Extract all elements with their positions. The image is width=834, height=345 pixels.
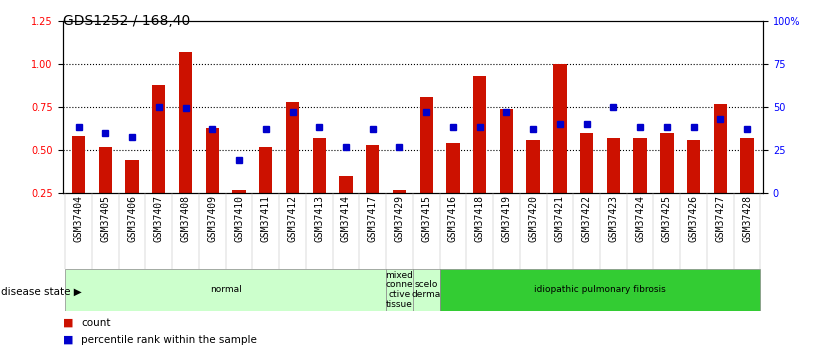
Text: GSM37418: GSM37418 (475, 196, 485, 243)
Text: GSM37415: GSM37415 (421, 196, 431, 243)
Bar (526, 140, 540, 193)
Text: GSM37408: GSM37408 (180, 196, 190, 243)
Bar (420, 97, 433, 193)
Text: GSM37412: GSM37412 (288, 196, 298, 243)
Text: GSM37416: GSM37416 (448, 196, 458, 243)
Bar (580, 133, 593, 193)
Text: percentile rank within the sample: percentile rank within the sample (81, 335, 257, 345)
Bar (606, 138, 620, 193)
Text: GSM37411: GSM37411 (261, 196, 271, 243)
Bar (386, 269, 413, 310)
Bar (206, 128, 219, 193)
Text: ■: ■ (63, 318, 73, 327)
Bar (152, 85, 165, 193)
Text: GSM37422: GSM37422 (581, 196, 591, 243)
Text: normal: normal (210, 285, 242, 294)
Bar (413, 269, 440, 310)
Text: GSM37414: GSM37414 (341, 196, 351, 243)
Text: GSM37423: GSM37423 (608, 196, 618, 243)
Text: scelo
derma: scelo derma (411, 280, 441, 299)
Text: GSM37405: GSM37405 (100, 196, 110, 243)
Text: GSM37417: GSM37417 (368, 196, 378, 243)
Bar (125, 160, 138, 193)
Bar (72, 136, 85, 193)
Text: GDS1252 / 168,40: GDS1252 / 168,40 (63, 14, 190, 28)
Bar (741, 138, 754, 193)
Bar (440, 269, 761, 310)
Text: GSM37413: GSM37413 (314, 196, 324, 243)
Text: idiopathic pulmonary fibrosis: idiopathic pulmonary fibrosis (534, 285, 666, 294)
Text: disease state ▶: disease state ▶ (1, 287, 82, 296)
Bar (366, 145, 379, 193)
Bar (339, 176, 353, 193)
Bar (714, 104, 727, 193)
Text: ■: ■ (63, 335, 73, 345)
Text: GSM37407: GSM37407 (153, 196, 163, 243)
Text: mixed
conne
ctive
tissue: mixed conne ctive tissue (385, 271, 414, 309)
Text: GSM37409: GSM37409 (208, 196, 218, 243)
Bar (286, 102, 299, 193)
Bar (393, 190, 406, 193)
Bar (634, 138, 647, 193)
Text: GSM37425: GSM37425 (662, 196, 672, 243)
Bar (233, 190, 246, 193)
Bar (661, 133, 674, 193)
Text: GSM37421: GSM37421 (555, 196, 565, 243)
Text: GSM37420: GSM37420 (528, 196, 538, 243)
Text: GSM37426: GSM37426 (689, 196, 699, 243)
Bar (500, 109, 513, 193)
Bar (687, 140, 701, 193)
Bar (313, 138, 326, 193)
Text: GSM37410: GSM37410 (234, 196, 244, 243)
Bar (473, 76, 486, 193)
Bar (98, 147, 112, 193)
Text: GSM37429: GSM37429 (394, 196, 404, 243)
Text: GSM37427: GSM37427 (716, 196, 726, 243)
Bar (446, 143, 460, 193)
Bar (65, 269, 386, 310)
Bar (259, 147, 273, 193)
Text: count: count (81, 318, 110, 327)
Text: GSM37404: GSM37404 (73, 196, 83, 243)
Bar (178, 52, 192, 193)
Bar (553, 64, 566, 193)
Text: GSM37424: GSM37424 (636, 196, 646, 243)
Text: GSM37406: GSM37406 (127, 196, 137, 243)
Text: GSM37419: GSM37419 (501, 196, 511, 243)
Text: GSM37428: GSM37428 (742, 196, 752, 243)
